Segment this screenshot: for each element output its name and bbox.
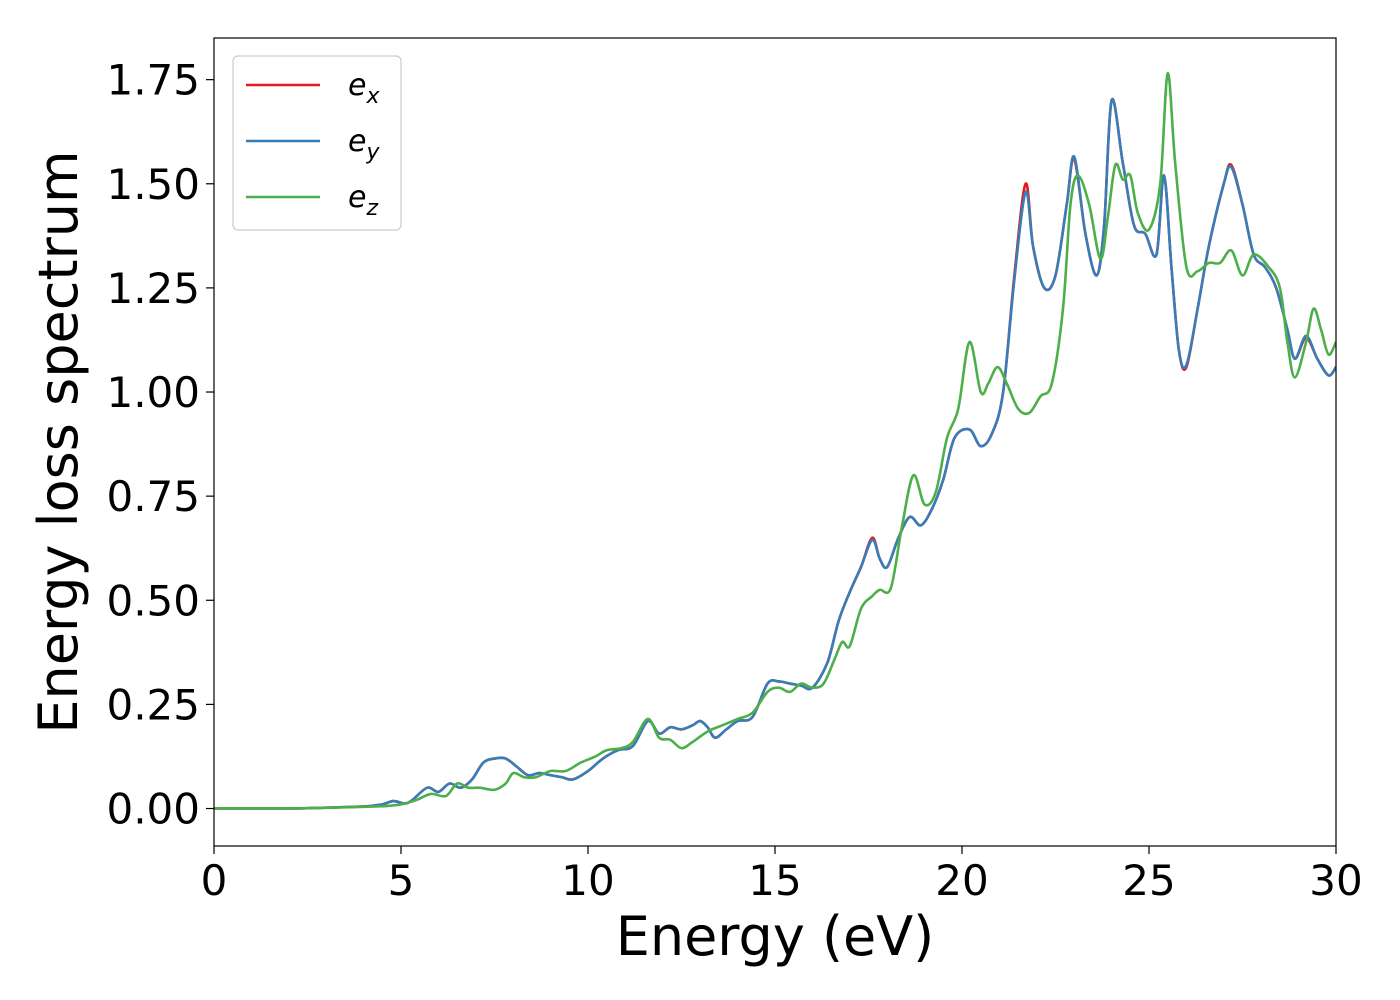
legend-box [232,55,402,231]
x-tick-label: 20 [935,856,988,905]
legend-label-y: ey [348,124,380,165]
x-tick-label: 5 [388,856,415,905]
legend-label-z: ez [348,180,378,221]
y-axis-label: Energy loss spectrum [27,150,90,733]
series-line-y [214,97,1336,810]
x-tick-label: 25 [1122,856,1175,905]
x-tick-label: 10 [561,856,614,905]
legend: ex ey ez [232,55,402,231]
y-tick-label: 1.25 [106,264,200,313]
x-tick-label: 0 [201,856,228,905]
y-axis-ticks: 0.00 0.25 0.50 0.75 1.00 1.25 1.50 1.75 [106,56,214,834]
y-tick-label: 0.25 [106,680,200,729]
x-tick-label: 15 [748,856,801,905]
x-tick-label: 30 [1309,856,1362,905]
x-axis-ticks: 0 5 10 15 20 25 30 [201,846,1363,905]
y-tick-label: 0.75 [106,472,200,521]
y-tick-label: 0.00 [106,785,200,834]
y-tick-label: 1.00 [106,368,200,417]
y-tick-label: 1.50 [106,160,200,209]
legend-items: ex ey ez [246,68,380,221]
x-axis-label: Energy (eV) [616,905,935,968]
y-tick-label: 0.50 [106,576,200,625]
legend-label-x: ex [348,68,380,109]
series-layer [214,72,1336,810]
series-line-z [214,72,1336,810]
y-tick-label: 1.75 [106,56,200,105]
